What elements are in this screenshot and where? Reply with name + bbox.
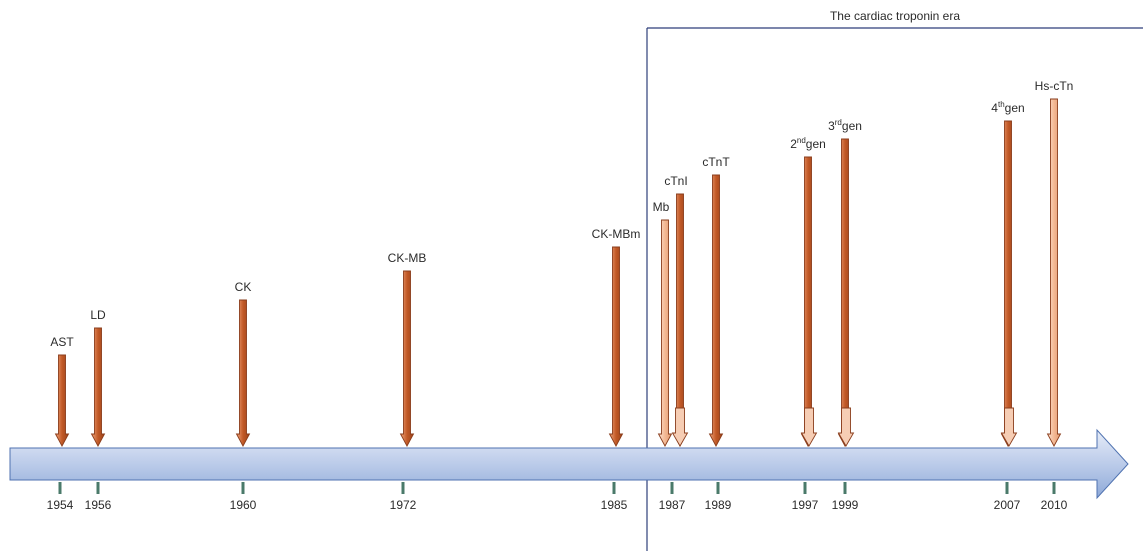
year-label-2010: 2010 [1041,498,1068,512]
marker-label-ck-mb: CK-MB [388,251,427,265]
marker-label-main-gen4: 4 [991,101,998,115]
marker-label-sup-gen2: nd [797,136,806,145]
year-label-2007: 2007 [994,498,1021,512]
year-tick-1956 [96,482,100,494]
marker-label-mb: Mb [653,200,670,214]
year-label-1954: 1954 [47,498,74,512]
year-label-1960: 1960 [230,498,257,512]
year-tick-1987 [670,482,674,494]
marker-label-hs-ctn: Hs-cTn [1035,79,1074,93]
marker-arrow-gen4-shape [1000,120,1016,447]
marker-arrowhead-gen2-pair [800,407,818,447]
year-label-1997: 1997 [792,498,819,512]
year-tick-1985 [612,482,616,494]
marker-arrow-ctnt [708,174,724,447]
marker-arrow-mb [657,219,673,447]
year-label-1956: 1956 [85,498,112,512]
marker-arrow-ck-mbm [608,246,624,447]
marker-group: ASTLDCKCK-MBCK-MBmMbcTnIcTnT2ndgen3rdgen… [50,79,1074,447]
marker-arrow-gen2 [800,156,816,447]
year-label-1987: 1987 [659,498,686,512]
marker-label-ctni: cTnI [664,174,687,188]
year-label-1989: 1989 [705,498,732,512]
year-label-1985: 1985 [601,498,628,512]
year-label-1972: 1972 [390,498,417,512]
marker-arrow-ck-shape [235,299,251,447]
marker-label-ctnt: cTnT [702,155,730,169]
marker-arrow-ast [54,354,70,447]
marker-label-ck: CK [235,280,252,294]
marker-arrow-ck-mb [399,270,415,447]
marker-label-ast: AST [50,335,74,349]
marker-arrow-ck-mb-shape [399,270,415,447]
year-tick-1999 [843,482,847,494]
year-tick-1989 [716,482,720,494]
marker-arrow-gen3-shape [837,138,853,447]
year-tick-1972 [401,482,405,494]
timeline-axis-arrow [9,428,1129,500]
marker-arrowhead-gen3-pair [837,407,855,447]
marker-label-gen2: 2ndgen [790,136,826,151]
marker-arrow-gen2-shape [800,156,816,447]
marker-label-ld: LD [90,308,106,322]
marker-label-gen3: 3rdgen [828,118,862,133]
marker-label-suffix-gen2: gen [806,137,826,151]
era-label: The cardiac troponin era [830,9,960,23]
year-tick-2010 [1052,482,1056,494]
year-tick-2007 [1005,482,1009,494]
marker-label-main-gen3: 3 [828,119,835,133]
marker-arrow-hs-ctn-shape [1046,98,1062,447]
marker-arrow-ck [235,299,251,447]
marker-arrow-gen4 [1000,120,1016,447]
marker-label-gen4: 4thgen [991,100,1024,115]
marker-label-suffix-gen3: gen [842,119,862,133]
marker-label-sup-gen4: th [998,100,1005,109]
marker-arrowhead-ctni-pair [671,407,689,447]
marker-label-main-gen2: 2 [790,137,797,151]
marker-arrow-gen3 [837,138,853,447]
marker-arrowhead-gen4-pair [1000,407,1018,447]
marker-arrow-ld-shape [90,327,106,447]
marker-label-suffix-gen4: gen [1005,101,1025,115]
marker-arrow-ck-mbm-shape [608,246,624,447]
marker-arrow-mb-shape [657,219,673,447]
marker-arrow-ast-shape [54,354,70,447]
marker-arrow-ctnt-shape [708,174,724,447]
year-tick-1954 [58,482,62,494]
marker-label-ck-mbm: CK-MBm [592,227,641,241]
year-label-1999: 1999 [832,498,859,512]
tick-group: 1954 1956 1960 1972 1985 1987 1989 1997 1999 2007… [47,482,1068,512]
marker-label-sup-gen3: rd [835,118,842,127]
marker-arrow-hs-ctn [1046,98,1062,447]
year-tick-1997 [803,482,807,494]
year-tick-1960 [241,482,245,494]
marker-arrow-ld [90,327,106,447]
